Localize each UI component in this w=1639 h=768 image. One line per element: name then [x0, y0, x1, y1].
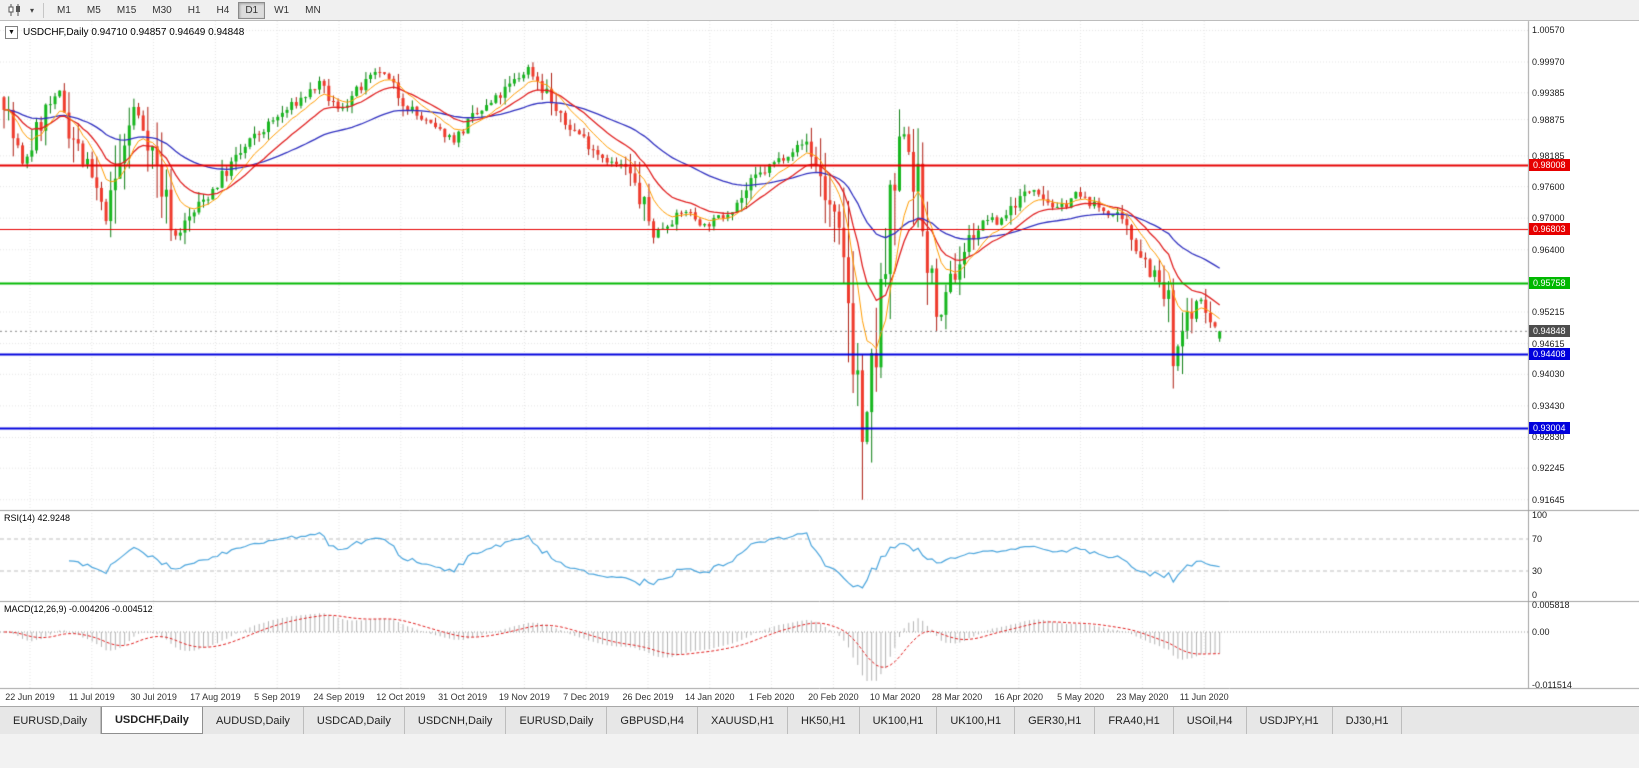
timeframe-toolbar: ▾ M1 M5 M15 M30 H1 H4 D1 W1 MN: [0, 0, 1639, 21]
tab-fra40-h1[interactable]: FRA40,H1: [1095, 707, 1174, 734]
tab-usdcnh-daily[interactable]: USDCNH,Daily: [405, 707, 507, 734]
candlestick-chart-icon[interactable]: [4, 2, 26, 19]
toolbar-separator: [43, 2, 44, 18]
timeframe-button-w1[interactable]: W1: [267, 2, 296, 19]
tab-ger30-h1[interactable]: GER30,H1: [1015, 707, 1096, 734]
chart-menu-button[interactable]: ▼: [5, 26, 18, 39]
timeframe-button-m1[interactable]: M1: [50, 2, 78, 19]
tab-audusd-daily[interactable]: AUDUSD,Daily: [203, 707, 304, 734]
chart-title-text: USDCHF,Daily 0.94710 0.94857 0.94649 0.9…: [23, 27, 245, 38]
current-price-badge: 0.94848: [1529, 325, 1570, 337]
tab-uk100-h1[interactable]: UK100,H1: [937, 707, 1016, 734]
tab-eurusd-daily[interactable]: EURUSD,Daily: [0, 707, 101, 734]
tab-eurusd-daily[interactable]: EURUSD,Daily: [506, 707, 608, 734]
macd-indicator-label: MACD(12,26,9) -0.004206 -0.004512: [4, 604, 153, 614]
tab-dj30-h1[interactable]: DJ30,H1: [1333, 707, 1403, 734]
price-line-badge[interactable]: 0.94408: [1529, 348, 1570, 360]
timeframe-button-m30[interactable]: M30: [145, 2, 178, 19]
tab-usoil-h4[interactable]: USOil,H4: [1174, 707, 1247, 734]
tab-xauusd-h1[interactable]: XAUUSD,H1: [698, 707, 788, 734]
timeframe-button-h1[interactable]: H1: [181, 2, 208, 19]
timeframe-button-m15[interactable]: M15: [110, 2, 143, 19]
timeframe-buttons-group: M1 M5 M15 M30 H1 H4 D1 W1 MN: [49, 1, 329, 19]
tab-usdchf-daily[interactable]: USDCHF,Daily: [100, 707, 203, 734]
price-line-badge[interactable]: 0.96803: [1529, 223, 1570, 235]
price-line-badge[interactable]: 0.93004: [1529, 422, 1570, 434]
tab-usdcad-daily[interactable]: USDCAD,Daily: [304, 707, 405, 734]
timeframe-button-mn[interactable]: MN: [298, 2, 328, 19]
chart-type-dropdown-icon[interactable]: ▾: [29, 5, 34, 15]
timeframe-button-m5[interactable]: M5: [80, 2, 108, 19]
tab-uk100-h1[interactable]: UK100,H1: [860, 707, 938, 734]
chart-title: ▼ USDCHF,Daily 0.94710 0.94857 0.94649 0…: [5, 26, 244, 39]
rsi-indicator-label: RSI(14) 42.9248: [4, 513, 71, 523]
tab-usdjpy-h1[interactable]: USDJPY,H1: [1247, 707, 1333, 734]
status-area: [0, 734, 1639, 768]
timeframe-button-h4[interactable]: H4: [210, 2, 237, 19]
price-line-badge[interactable]: 0.95758: [1529, 277, 1570, 289]
timeframe-button-d1[interactable]: D1: [238, 1, 266, 19]
tab-gbpusd-h4[interactable]: GBPUSD,H4: [607, 707, 698, 734]
chart-tab-bar: EURUSD,Daily USDCHF,Daily AUDUSD,Daily USDC…: [0, 706, 1639, 734]
price-line-badge[interactable]: 0.98008: [1529, 159, 1570, 171]
tab-hk50-h1[interactable]: HK50,H1: [788, 707, 860, 734]
